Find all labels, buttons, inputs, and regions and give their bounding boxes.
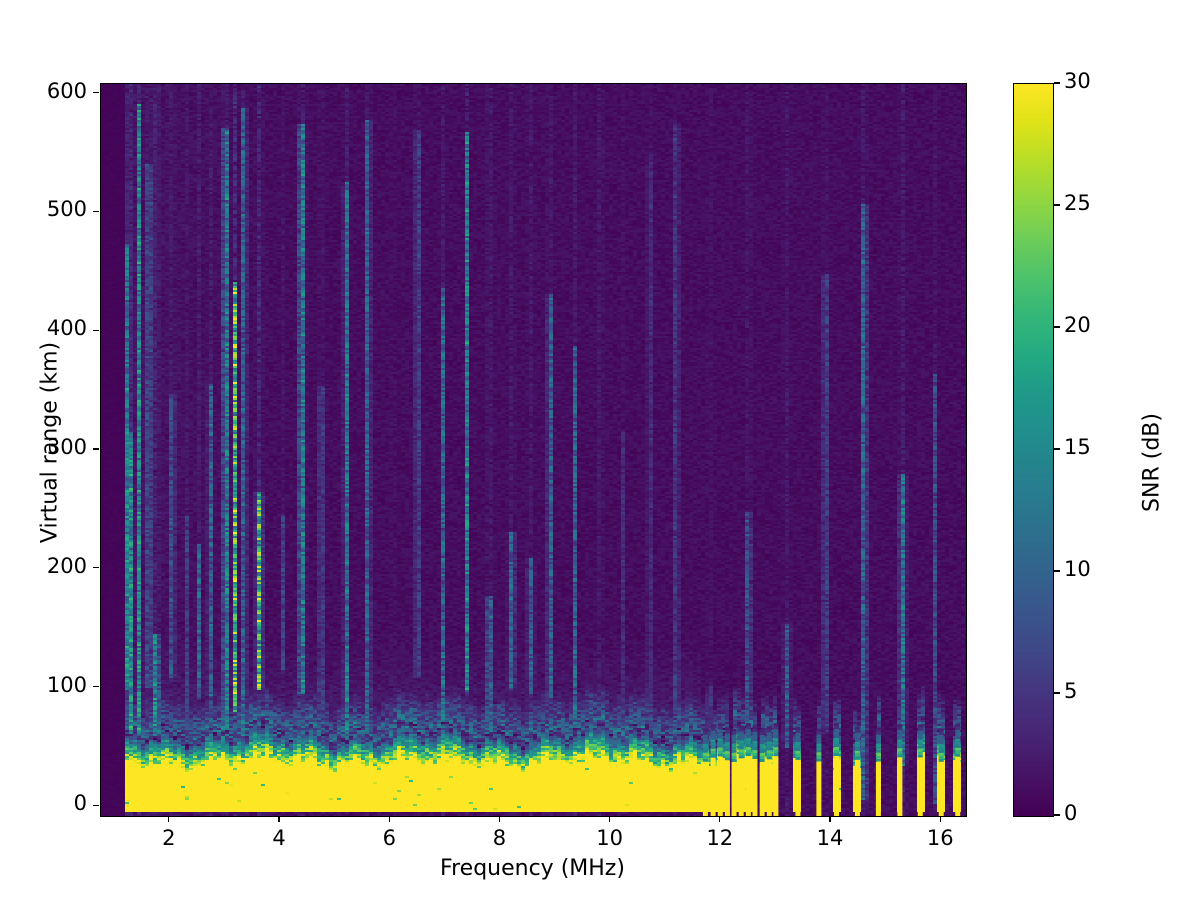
x-tick-label: 16 [926,826,954,850]
y-tick-mark [93,329,99,331]
y-tick-mark [93,567,99,569]
colorbar-tick-mark [1054,204,1060,206]
y-tick-mark [93,804,99,807]
y-tick-label: 200 [46,553,87,578]
x-tick-mark [939,816,941,822]
colorbar-tick-label: 25 [1064,191,1091,215]
colorbar-tick-mark [1054,814,1060,816]
x-tick-label: 6 [382,826,396,850]
y-tick-mark [93,448,99,450]
x-tick-label: 10 [596,826,623,850]
x-tick-mark [829,816,831,822]
x-tick-label: 14 [816,826,844,850]
x-tick-label: 2 [162,826,176,850]
colorbar-tick-label: 5 [1064,679,1078,703]
colorbar [1013,83,1054,817]
colorbar-tick-label: 20 [1064,313,1091,337]
colorbar-tick-mark [1054,448,1060,450]
colorbar-tick-mark [1054,82,1060,84]
x-tick-mark [609,816,611,822]
x-tick-mark [719,816,721,822]
x-tick-mark [498,816,501,822]
colorbar-tick-mark [1054,692,1060,694]
colorbar-tick-label: 10 [1064,557,1091,581]
colorbar-label: SNR (dB) [1139,413,1165,512]
x-tick-mark [168,816,170,822]
y-tick-mark [93,91,99,94]
colorbar-tick-mark [1054,570,1060,572]
x-tick-label: 8 [492,826,507,850]
y-tick-label: 300 [46,435,87,459]
y-tick-label: 100 [46,672,87,697]
plot-area [100,83,967,817]
x-tick-label: 12 [706,826,734,850]
y-axis-label: Virtual range (km) [37,341,63,544]
colorbar-tick-label: 0 [1064,801,1078,825]
colorbar-container [1013,83,1054,817]
x-tick-mark [278,816,280,822]
ionogram-heatmap [101,84,966,816]
y-tick-label: 0 [73,791,87,816]
y-tick-label: 400 [46,316,87,341]
colorbar-tick-mark [1054,326,1060,328]
x-tick-mark [388,816,390,822]
colorbar-gradient [1014,84,1053,816]
colorbar-tick-label: 30 [1064,69,1091,93]
y-tick-label: 500 [46,197,87,222]
y-tick-mark [93,686,99,688]
x-tick-label: 4 [272,826,286,850]
colorbar-tick-label: 15 [1064,435,1091,459]
y-tick-mark [93,210,99,212]
y-tick-label: 600 [46,78,87,103]
x-axis-label: Frequency (MHz) [440,856,625,881]
